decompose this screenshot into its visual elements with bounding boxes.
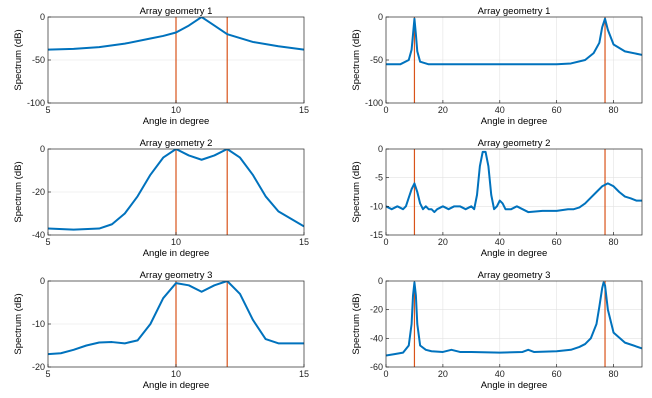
x-tick-label: 60 <box>552 369 562 379</box>
y-tick-label: -20 <box>370 305 383 315</box>
y-axis-label: Spectrum (dB) <box>351 29 362 90</box>
x-tick-label: 80 <box>609 369 619 379</box>
spectrum-line <box>48 149 304 231</box>
x-tick-label: 20 <box>438 105 448 115</box>
x-tick-label: 5 <box>45 369 50 379</box>
x-tick-label: 0 <box>383 369 388 379</box>
chart-title: Array geometry 2 <box>140 138 213 149</box>
spectrum-line <box>386 150 642 214</box>
y-tick-label: -50 <box>370 55 383 65</box>
x-tick-label: 10 <box>171 105 181 115</box>
chart-title: Array geometry 1 <box>478 6 551 17</box>
x-tick-label: 15 <box>299 237 309 247</box>
y-tick-label: 0 <box>40 276 45 286</box>
y-axis-label: Spectrum (dB) <box>13 293 24 354</box>
x-tick-label: 20 <box>438 369 448 379</box>
chart-title: Array geometry 3 <box>478 270 551 281</box>
y-tick-label: -15 <box>370 230 383 240</box>
y-tick-label: -10 <box>370 201 383 211</box>
axes-frame <box>385 148 643 236</box>
spectrum-line <box>386 17 642 66</box>
x-tick-label: 40 <box>495 237 505 247</box>
plot-area <box>386 149 642 235</box>
y-tick-label: 0 <box>378 144 383 154</box>
chart-panel-4: 0 20 40 60 80 -15 -10 -5 0 Array geometry 2 Angle … <box>351 138 643 259</box>
y-tick-label: -20 <box>32 187 45 197</box>
x-tick-label: 5 <box>45 237 50 247</box>
chart-panel-6: 0 20 40 60 80 -60 -40 -20 0 Array geometry 3 Angle… <box>351 270 643 391</box>
y-tick-label: 0 <box>378 276 383 286</box>
x-tick-label: 20 <box>438 237 448 247</box>
y-axis-label: Spectrum (dB) <box>351 293 362 354</box>
x-tick-label: 15 <box>299 369 309 379</box>
chart-panel-2: 0 20 40 60 80 -100 -50 0 Array geometry 1 Angle i… <box>351 6 643 127</box>
x-axis-label: Angle in degree <box>481 380 548 391</box>
x-tick-label: 0 <box>383 237 388 247</box>
y-tick-label: -100 <box>27 98 45 108</box>
x-tick-label: 40 <box>495 369 505 379</box>
x-tick-label: 60 <box>552 105 562 115</box>
x-axis-label: Angle in degree <box>143 116 210 127</box>
spectrum-line <box>48 17 304 51</box>
x-tick-label: 5 <box>45 105 50 115</box>
x-tick-label: 15 <box>299 105 309 115</box>
x-axis-label: Angle in degree <box>143 248 210 259</box>
y-tick-label: -20 <box>32 362 45 372</box>
y-tick-label: -5 <box>375 173 383 183</box>
y-tick-label: -100 <box>365 98 383 108</box>
chart-panel-5: 5 10 15 -20 -10 0 Array geometry 3 Angle in deg… <box>13 270 309 391</box>
chart-panel-3: 5 10 15 -40 -20 0 Array geometry 2 Angle in deg… <box>13 138 309 259</box>
x-tick-label: 80 <box>609 237 619 247</box>
y-tick-label: -10 <box>32 319 45 329</box>
y-tick-label: 0 <box>378 12 383 22</box>
chart-panel-1: 5 10 15 -100 -50 0 Array geometry 1 Angle in de… <box>13 6 309 127</box>
x-axis-label: Angle in degree <box>143 380 210 391</box>
y-tick-label: -60 <box>370 362 383 372</box>
chart-title: Array geometry 1 <box>140 6 213 17</box>
chart-title: Array geometry 3 <box>140 270 213 281</box>
y-tick-label: 0 <box>40 144 45 154</box>
chart-title: Array geometry 2 <box>478 138 551 149</box>
y-tick-label: -50 <box>32 55 45 65</box>
spectrum-line <box>48 281 304 356</box>
x-axis-label: Angle in degree <box>481 116 548 127</box>
y-axis-label: Spectrum (dB) <box>13 161 24 222</box>
x-tick-label: 0 <box>383 105 388 115</box>
x-tick-label: 60 <box>552 237 562 247</box>
x-tick-label: 80 <box>609 105 619 115</box>
axes-frame <box>385 280 643 368</box>
y-tick-label: 0 <box>40 12 45 22</box>
spectrum-line <box>386 281 642 357</box>
x-axis-label: Angle in degree <box>481 248 548 259</box>
x-tick-label: 40 <box>495 105 505 115</box>
y-tick-label: -40 <box>370 333 383 343</box>
x-tick-label: 10 <box>171 369 181 379</box>
y-axis-label: Spectrum (dB) <box>13 29 24 90</box>
x-tick-label: 10 <box>171 237 181 247</box>
plot-area <box>386 281 642 367</box>
y-axis-label: Spectrum (dB) <box>351 161 362 222</box>
y-tick-label: -40 <box>32 230 45 240</box>
